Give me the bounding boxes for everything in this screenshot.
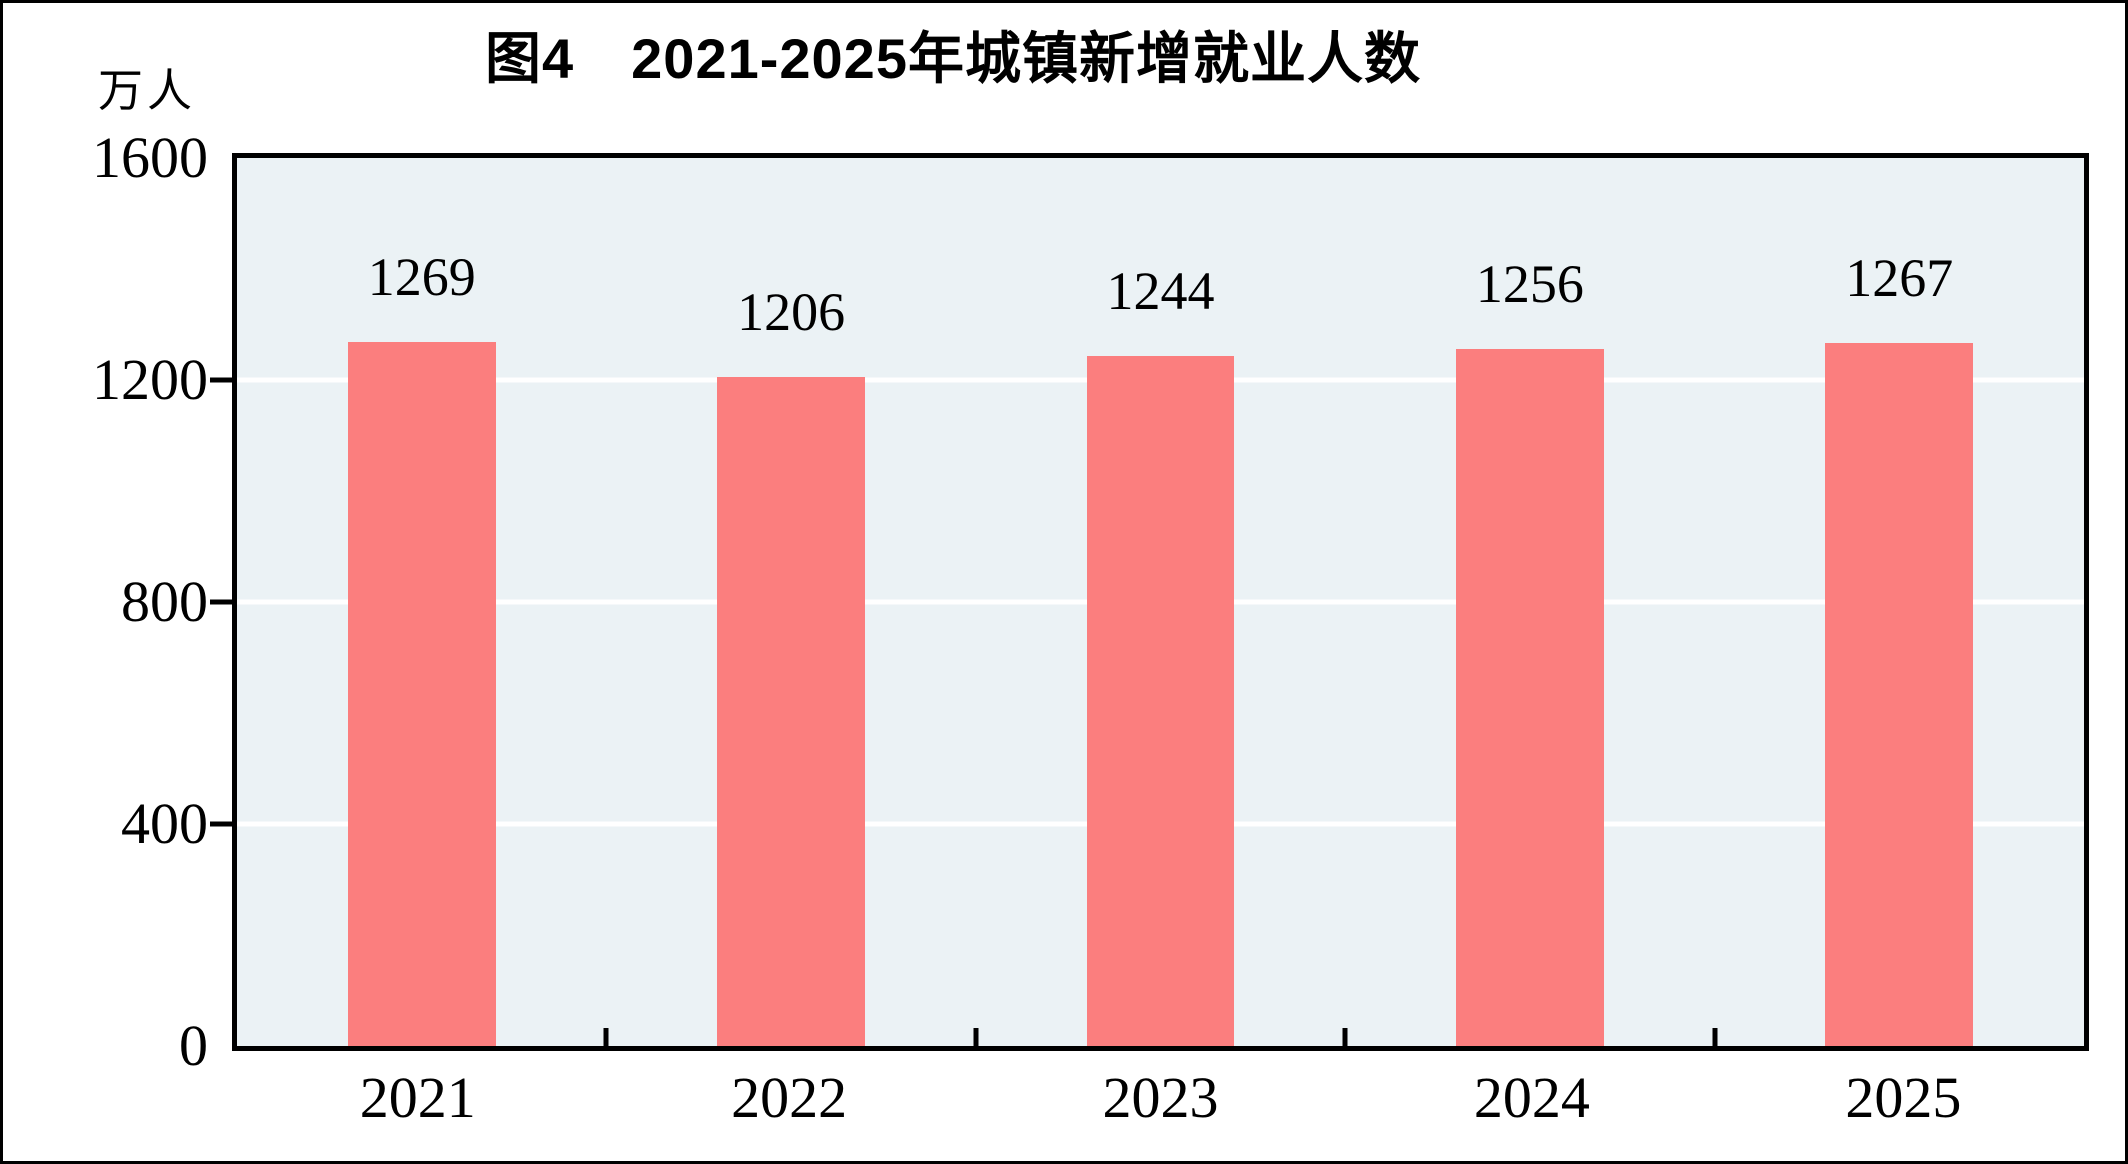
x-axis-label-2024: 2024	[1473, 1065, 1590, 1130]
y-tick-label: 1600	[92, 125, 208, 190]
bar-slot-2022: 1206	[606, 158, 975, 1046]
y-tick-label: 400	[121, 791, 208, 856]
bar-value-label: 1267	[1845, 247, 1954, 308]
bar-2021	[347, 341, 496, 1046]
y-axis-tick-labels: 1600 1200 800 400 0	[60, 129, 208, 1075]
bar-2024	[1456, 348, 1604, 1046]
y-tick-label: 1200	[92, 347, 208, 412]
x-tick-mark	[1342, 1028, 1348, 1046]
bar-2022	[717, 376, 865, 1046]
y-tick-mark-1200	[210, 377, 232, 383]
plot-inner: 1269 1206 1244 1256 1267	[237, 158, 2084, 1046]
bar-value-label: 1256	[1475, 253, 1584, 314]
bar-2025	[1825, 342, 1974, 1046]
y-tick-label: 0	[179, 1013, 208, 1078]
x-axis-label-2023: 2023	[1102, 1065, 1219, 1130]
x-axis-label-2021: 2021	[359, 1065, 476, 1130]
bar-slot-2024: 1256	[1345, 158, 1714, 1046]
x-axis-label-2022: 2022	[731, 1065, 848, 1130]
bar-2023	[1086, 355, 1235, 1046]
y-axis-tick-marks	[210, 158, 232, 1046]
x-axis-labels: 2021 2022 2023 2024 2025	[232, 1069, 2089, 1127]
x-tick-mark	[603, 1028, 609, 1046]
y-tick-label: 800	[121, 569, 208, 634]
x-tick-mark	[1712, 1028, 1718, 1046]
bar-value-label: 1244	[1106, 260, 1215, 321]
y-tick-mark-800	[210, 599, 232, 605]
bar-slot-2023: 1244	[976, 158, 1345, 1046]
bar-value-label: 1206	[737, 281, 846, 342]
chart-title: 图4 2021-2025年城镇新增就业人数	[485, 27, 1421, 90]
x-tick-mark	[973, 1028, 979, 1046]
y-axis-unit-label: 万人	[98, 66, 197, 116]
plot-area: 1269 1206 1244 1256 1267	[232, 153, 2089, 1051]
bar-value-label: 1269	[367, 246, 476, 307]
bar-slot-2025: 1267	[1715, 158, 2084, 1046]
y-tick-mark-400	[210, 821, 232, 827]
bar-slot-2021: 1269	[237, 158, 606, 1046]
x-axis-label-2025: 2025	[1845, 1065, 1962, 1130]
